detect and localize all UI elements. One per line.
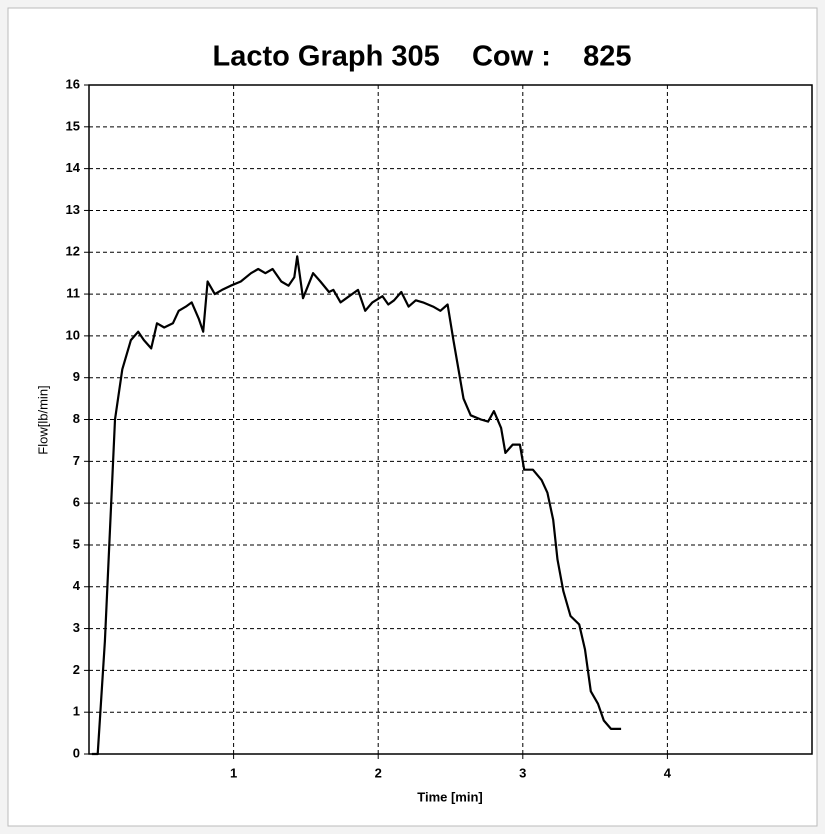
y-tick-label: 4	[73, 578, 81, 593]
y-tick-label: 15	[66, 118, 80, 133]
y-tick-label: 12	[66, 244, 80, 259]
chart-title: Lacto Graph 305 Cow : 825	[212, 41, 631, 73]
y-axis-label: Flow[lb/min]	[35, 385, 50, 454]
x-tick-label: 3	[519, 765, 526, 780]
x-tick-label: 2	[375, 765, 382, 780]
y-tick-label: 16	[66, 76, 80, 91]
y-tick-label: 13	[66, 202, 80, 217]
data-line	[91, 255, 622, 756]
y-tick-label: 8	[73, 411, 80, 426]
plot-border	[88, 84, 813, 755]
y-tick-label: 0	[73, 745, 80, 760]
y-tick-label: 9	[73, 369, 80, 384]
y-tick-label: 7	[73, 453, 80, 468]
y-tick-label: 14	[66, 160, 81, 175]
x-axis-label: Time [min]	[417, 789, 483, 804]
y-tick-label: 2	[73, 662, 80, 677]
y-tick-label: 3	[73, 620, 80, 635]
x-tick-label: 4	[664, 765, 672, 780]
y-tick-label: 6	[73, 495, 80, 510]
frame	[7, 7, 818, 827]
y-tick-label: 11	[66, 286, 80, 301]
y-tick-label: 10	[66, 327, 80, 342]
x-tick-label: 1	[230, 765, 237, 780]
y-tick-label: 1	[73, 704, 80, 719]
y-tick-label: 5	[73, 536, 80, 551]
